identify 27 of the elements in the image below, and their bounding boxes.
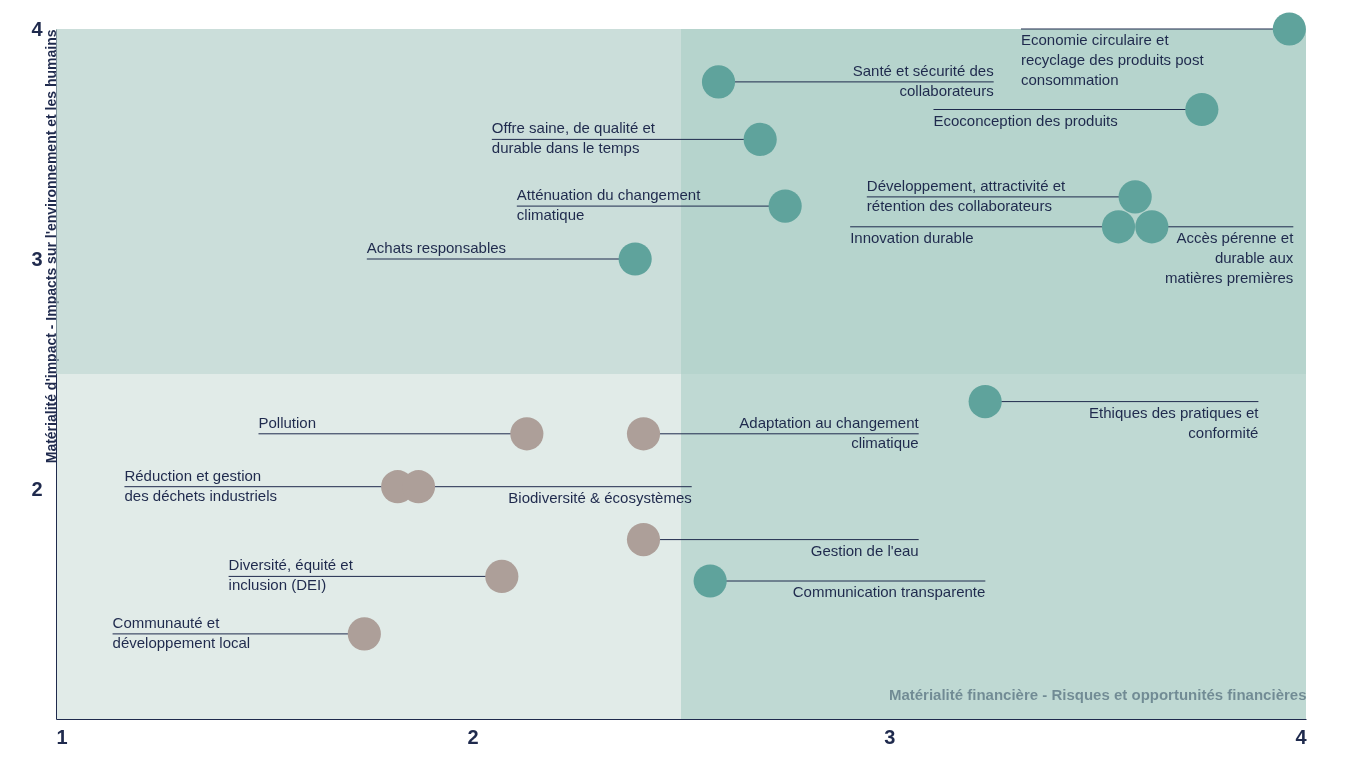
x-tick-label: 1 — [56, 725, 68, 748]
annotation: Gestion de l'eau — [810, 541, 919, 559]
annotation: Adaptation au changement climatique — [739, 413, 920, 451]
annotation: Communication transparente — [792, 583, 986, 600]
annotation: Economie circulaire et recyclage des produits post consommation — [1020, 31, 1205, 88]
annotation: Accès pérenne et durable aux matières premières — [1164, 228, 1295, 286]
x-tick-label: 3 — [884, 725, 896, 748]
annotation: Innovation durable — [850, 228, 974, 246]
y-axis-title: Matérialité d'impact - Impacts sur l'environnement et les humains — [43, 29, 60, 464]
annotation: Ethiques des pratiques et conformité — [1089, 403, 1260, 441]
y-tick-label: 4 — [31, 17, 44, 40]
annotation: Ecoconception des produits — [933, 111, 1118, 129]
annotation: Communauté et développement local — [112, 613, 251, 651]
annotation: Santé et sécurité des collaborateurs — [852, 61, 994, 99]
annotation: Atténuation du changement climatique — [516, 186, 702, 224]
x-tick-label: 2 — [467, 725, 479, 748]
annotation: Offre saine, de qualité et durable dans le temps — [491, 119, 656, 157]
annotation: Achats responsables — [366, 239, 507, 256]
y-tick-label: 2 — [31, 477, 43, 500]
annotation: Diversité, équité et inclusion (DEI) — [228, 556, 354, 594]
annotation: Développement, attractivité et rétention des collaborateurs — [866, 176, 1067, 214]
x-axis-title: Matérialité financière - Risques et opportunités financières — [888, 685, 1307, 703]
y-tick-label: 3 — [31, 247, 43, 270]
x-tick-label: 4 — [1295, 725, 1308, 748]
annotation: Biodiversité & écosystèmes — [508, 488, 692, 506]
annotation: Pollution — [258, 413, 317, 431]
annotation: Réduction et gestion des déchets industriels — [124, 466, 278, 504]
